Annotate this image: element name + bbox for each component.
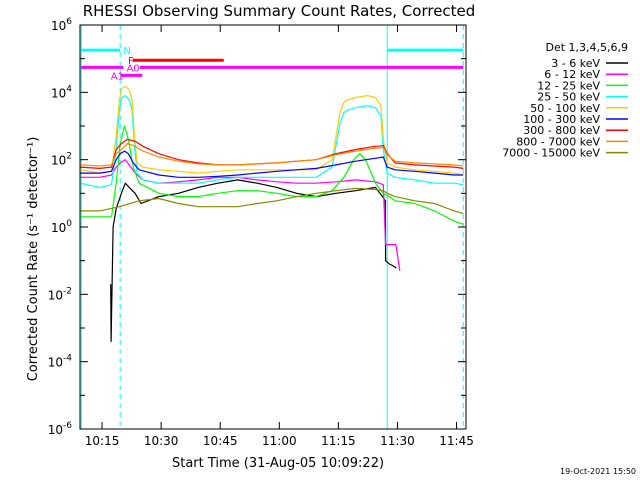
flag-label-3: A1 [111, 71, 124, 82]
legend-label-7: 800 - 7000 keV [516, 135, 600, 148]
y-tick-label-0: 10-6 [48, 421, 73, 437]
legend-title: Det 1,3,4,5,6,9 [545, 41, 628, 54]
y-axis-label: Corrected Count Rate (s⁻¹ detector⁻¹) [26, 137, 41, 382]
y-tick-label-5: 104 [51, 84, 72, 100]
x-tick-label-2: 10:45 [203, 434, 238, 448]
flag-label-0: N [123, 46, 130, 57]
x-tick-label-3: 11:00 [262, 434, 297, 448]
legend-label-3: 25 - 50 keV [537, 91, 600, 104]
x-tick-label-1: 10:30 [144, 434, 179, 448]
plot-frame [79, 24, 467, 430]
flag-label-1: F [128, 56, 134, 67]
y-tick-label-3: 100 [51, 219, 72, 235]
flag-label-2: A0 [126, 63, 139, 74]
timestamp: 19-Oct-2021 15:50 [560, 467, 636, 476]
legend-label-2: 12 - 25 keV [537, 79, 600, 92]
series-line-6 [79, 138, 464, 169]
legend-label-1: 6 - 12 keV [544, 68, 600, 81]
series-line-4 [79, 85, 464, 176]
legend-label-4: 50 - 100 keV [530, 102, 600, 115]
series-line-5 [80, 150, 464, 178]
legend-label-6: 300 - 800 keV [523, 124, 600, 137]
series-line-3 [79, 94, 464, 188]
y-tick-label-2: 10-2 [48, 286, 72, 302]
series-line-8 [80, 187, 464, 215]
x-tick-label-0: 10:15 [85, 434, 120, 448]
y-tick-label-1: 10-4 [48, 354, 73, 370]
legend-label-8: 7000 - 15000 keV [502, 147, 600, 160]
x-tick-label-4: 11:15 [321, 434, 356, 448]
series-line-1 [80, 159, 401, 271]
series-line-7 [79, 143, 464, 167]
x-tick-label-5: 11:30 [380, 434, 415, 448]
series-line-2 [80, 125, 464, 225]
axes-frame: 10:15 10:30 10:45 11:00 11:15 11:30 11:45 10-6 1… [48, 17, 474, 448]
y-tick-label-4: 102 [51, 152, 72, 168]
legend-label-5: 100 - 300 keV [523, 113, 600, 126]
x-tick-label-6: 11:45 [439, 434, 474, 448]
x-axis-label: Start Time (31-Aug-05 10:09:22) [172, 456, 384, 471]
legend-label-0: 3 - 6 keV [551, 57, 600, 70]
y-tick-label-6: 106 [51, 17, 72, 33]
chart-title: RHESSI Observing Summary Count Rates, Co… [83, 2, 476, 20]
